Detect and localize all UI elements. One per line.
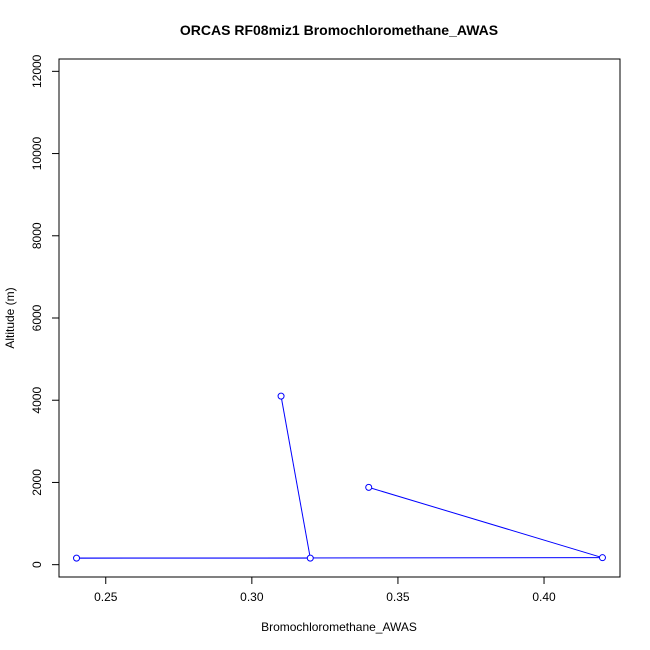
chart-title: ORCAS RF08miz1 Bromochloromethane_AWAS (180, 22, 498, 38)
data-point (277, 392, 285, 400)
data-point (598, 554, 606, 562)
y-tick-label: 2000 (30, 469, 44, 496)
x-tick-label: 0.40 (532, 590, 556, 604)
y-tick-label: 0 (30, 561, 44, 568)
plot-frame (58, 58, 621, 578)
data-point (73, 554, 81, 562)
x-tick-label: 0.30 (240, 590, 264, 604)
x-tick-label: 0.25 (94, 590, 118, 604)
y-axis-label: Altitude (m) (3, 287, 17, 348)
y-tick-label: 8000 (30, 222, 44, 249)
y-axis: 0 2000 4000 6000 8000 10000 12000 (30, 54, 60, 568)
x-tick-label: 0.35 (386, 590, 410, 604)
series-segment (280, 396, 311, 559)
series-layer (73, 392, 606, 562)
series-segment (368, 486, 603, 559)
y-tick-label: 6000 (30, 304, 44, 331)
x-axis-label: Bromochloromethane_AWAS (261, 620, 417, 634)
data-point (365, 483, 373, 491)
data-point (306, 554, 314, 562)
y-tick-label: 12000 (30, 54, 44, 88)
y-tick-label: 4000 (30, 387, 44, 414)
x-axis: 0.25 0.30 0.35 0.40 (94, 576, 556, 604)
y-tick-label: 10000 (30, 137, 44, 171)
